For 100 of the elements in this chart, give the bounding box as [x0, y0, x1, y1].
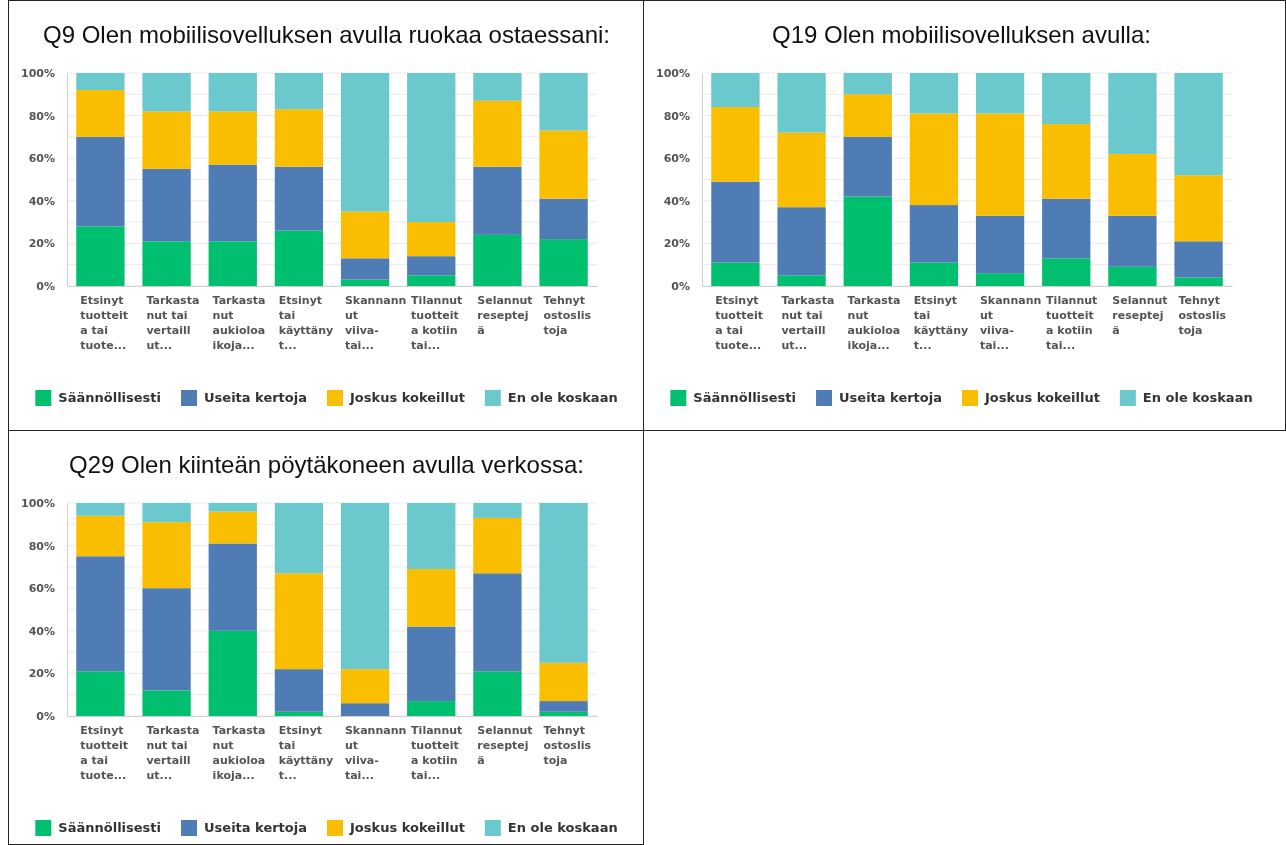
bar [473, 100, 522, 167]
bar [1108, 153, 1157, 216]
legend-label: En ole koskaan [507, 390, 618, 405]
bar [473, 73, 522, 101]
x-tick-label: Skannann ut viiva- tai... [979, 294, 1042, 352]
x-tick-label: Etsinyt tai käyttäny t... [278, 294, 334, 352]
y-tick-label: 80% [28, 539, 55, 553]
bar [274, 669, 324, 712]
bar [909, 262, 959, 286]
chart-title: Q9 Olen mobiilisovelluksen avulla ruokaa ostaessani: [43, 21, 610, 48]
y-tick-label: 20% [28, 237, 55, 251]
chart-title: Q19 Olen mobiilisovelluksen avulla: [772, 21, 1151, 48]
x-tick-label: Tilannut tuotteit a kotiin tai... [411, 724, 463, 782]
bar [340, 669, 390, 704]
x-tick-label: Tarkasta nut aukioloa ikoja... [847, 294, 901, 352]
bar [843, 94, 892, 137]
bar [76, 73, 125, 91]
bar [843, 136, 892, 197]
legend-label: En ole koskaan [507, 820, 618, 835]
y-tick-label: 80% [663, 109, 690, 123]
bar [274, 166, 324, 231]
bar [340, 258, 390, 280]
bar [473, 517, 522, 574]
y-tick-label: 40% [28, 194, 55, 208]
bar [208, 511, 257, 544]
bar [274, 503, 324, 574]
bar [975, 73, 1025, 114]
bar [142, 588, 191, 691]
x-tick-label: Selannut reseptej ä [477, 724, 533, 767]
bar [975, 215, 1025, 274]
bar [975, 273, 1025, 286]
bar [340, 73, 390, 212]
legend-label: Useita kertoja [204, 820, 307, 835]
y-tick-label: 60% [663, 152, 690, 166]
bar [142, 168, 191, 242]
bar [473, 573, 522, 672]
legend-label: En ole koskaan [1142, 390, 1253, 405]
bar [777, 132, 826, 208]
x-tick-label: Etsinyt tuotteit a tai tuote... [80, 294, 128, 352]
bar [711, 181, 760, 263]
bar [711, 262, 760, 286]
x-tick-label: Skannann ut viiva- tai... [344, 294, 407, 352]
bar [1042, 258, 1091, 286]
bar [1174, 241, 1223, 278]
bar [909, 113, 959, 206]
y-tick-label: 100% [21, 497, 55, 511]
bar [274, 109, 324, 167]
x-tick-label: Tarkasta nut tai vertaill ut... [146, 294, 200, 352]
bar [1174, 277, 1223, 286]
x-tick-label: Selannut reseptej ä [477, 294, 533, 337]
y-tick-label: 100% [656, 67, 690, 81]
bar [539, 239, 588, 286]
bar [76, 515, 125, 557]
bar [539, 701, 588, 712]
bar [975, 113, 1025, 216]
legend-label: Säännöllisesti [58, 820, 162, 835]
y-tick-label: 20% [663, 237, 690, 251]
bar [777, 207, 826, 276]
bar [208, 73, 257, 112]
bar [711, 73, 760, 108]
legend-label: Joskus kokeillut [349, 390, 465, 405]
bar [208, 630, 257, 716]
bar [407, 626, 456, 702]
bar [76, 503, 125, 516]
x-tick-label: Tilannut tuotteit a kotiin tai... [1046, 294, 1098, 352]
bar [142, 522, 191, 589]
bar [142, 111, 191, 169]
bar [1174, 175, 1223, 242]
legend-label: Useita kertoja [204, 390, 307, 405]
bar [407, 701, 456, 716]
bar [1108, 266, 1157, 286]
bar [274, 73, 324, 110]
y-tick-label: 60% [28, 582, 55, 596]
bar [1174, 73, 1223, 176]
bar [539, 73, 588, 131]
x-tick-label: Etsinyt tai käyttäny t... [278, 724, 334, 782]
bar [76, 226, 125, 286]
y-tick-label: 0% [671, 280, 690, 294]
bar [274, 230, 324, 286]
bar [76, 556, 125, 672]
x-tick-label: Tilannut tuotteit a kotiin tai... [411, 294, 463, 352]
bar [340, 279, 390, 286]
bar [539, 711, 588, 716]
bar [407, 569, 456, 627]
bar [407, 73, 456, 223]
bar [142, 503, 191, 523]
y-tick-label: 40% [663, 194, 690, 208]
bar [909, 205, 959, 263]
bar [208, 164, 257, 242]
bar [208, 111, 257, 165]
bar [340, 503, 390, 670]
y-tick-label: 0% [36, 280, 55, 294]
x-tick-label: Selannut reseptej ä [1112, 294, 1168, 337]
bar [777, 275, 826, 286]
bar [142, 241, 191, 286]
bar [76, 90, 125, 137]
x-tick-label: Skannann ut viiva- tai... [344, 724, 407, 782]
x-tick-label: Etsinyt tuotteit a tai tuote... [80, 724, 128, 782]
x-tick-label: Etsinyt tuotteit a tai tuote... [715, 294, 763, 352]
y-tick-label: 80% [28, 109, 55, 123]
